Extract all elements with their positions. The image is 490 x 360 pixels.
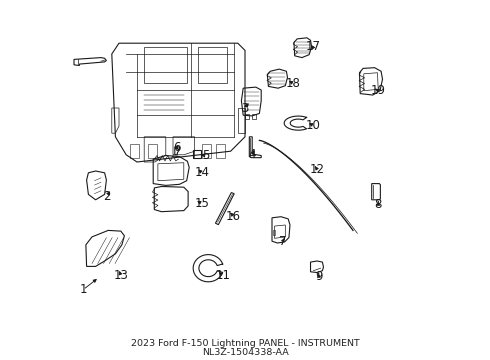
Text: 12: 12 [310, 163, 324, 176]
Text: 9: 9 [315, 270, 322, 283]
Text: 11: 11 [216, 269, 231, 282]
Text: 10: 10 [306, 119, 321, 132]
Text: 14: 14 [195, 166, 209, 179]
Text: 2: 2 [102, 190, 110, 203]
Text: NL3Z-1504338-AA: NL3Z-1504338-AA [201, 348, 289, 357]
Text: 16: 16 [226, 210, 241, 222]
Text: 1: 1 [79, 283, 87, 296]
Text: 2023 Ford F-150 Lightning PANEL - INSTRUMENT: 2023 Ford F-150 Lightning PANEL - INSTRU… [131, 339, 359, 348]
Text: 15: 15 [195, 197, 209, 210]
Text: 13: 13 [113, 269, 128, 282]
Text: 18: 18 [286, 77, 301, 90]
Text: 7: 7 [279, 235, 287, 248]
Text: 5: 5 [202, 149, 209, 162]
Text: 19: 19 [371, 84, 386, 97]
Text: 4: 4 [248, 148, 256, 161]
Text: 6: 6 [173, 141, 180, 154]
Text: 17: 17 [306, 40, 321, 53]
Text: 8: 8 [374, 198, 382, 211]
Text: 3: 3 [241, 102, 249, 114]
